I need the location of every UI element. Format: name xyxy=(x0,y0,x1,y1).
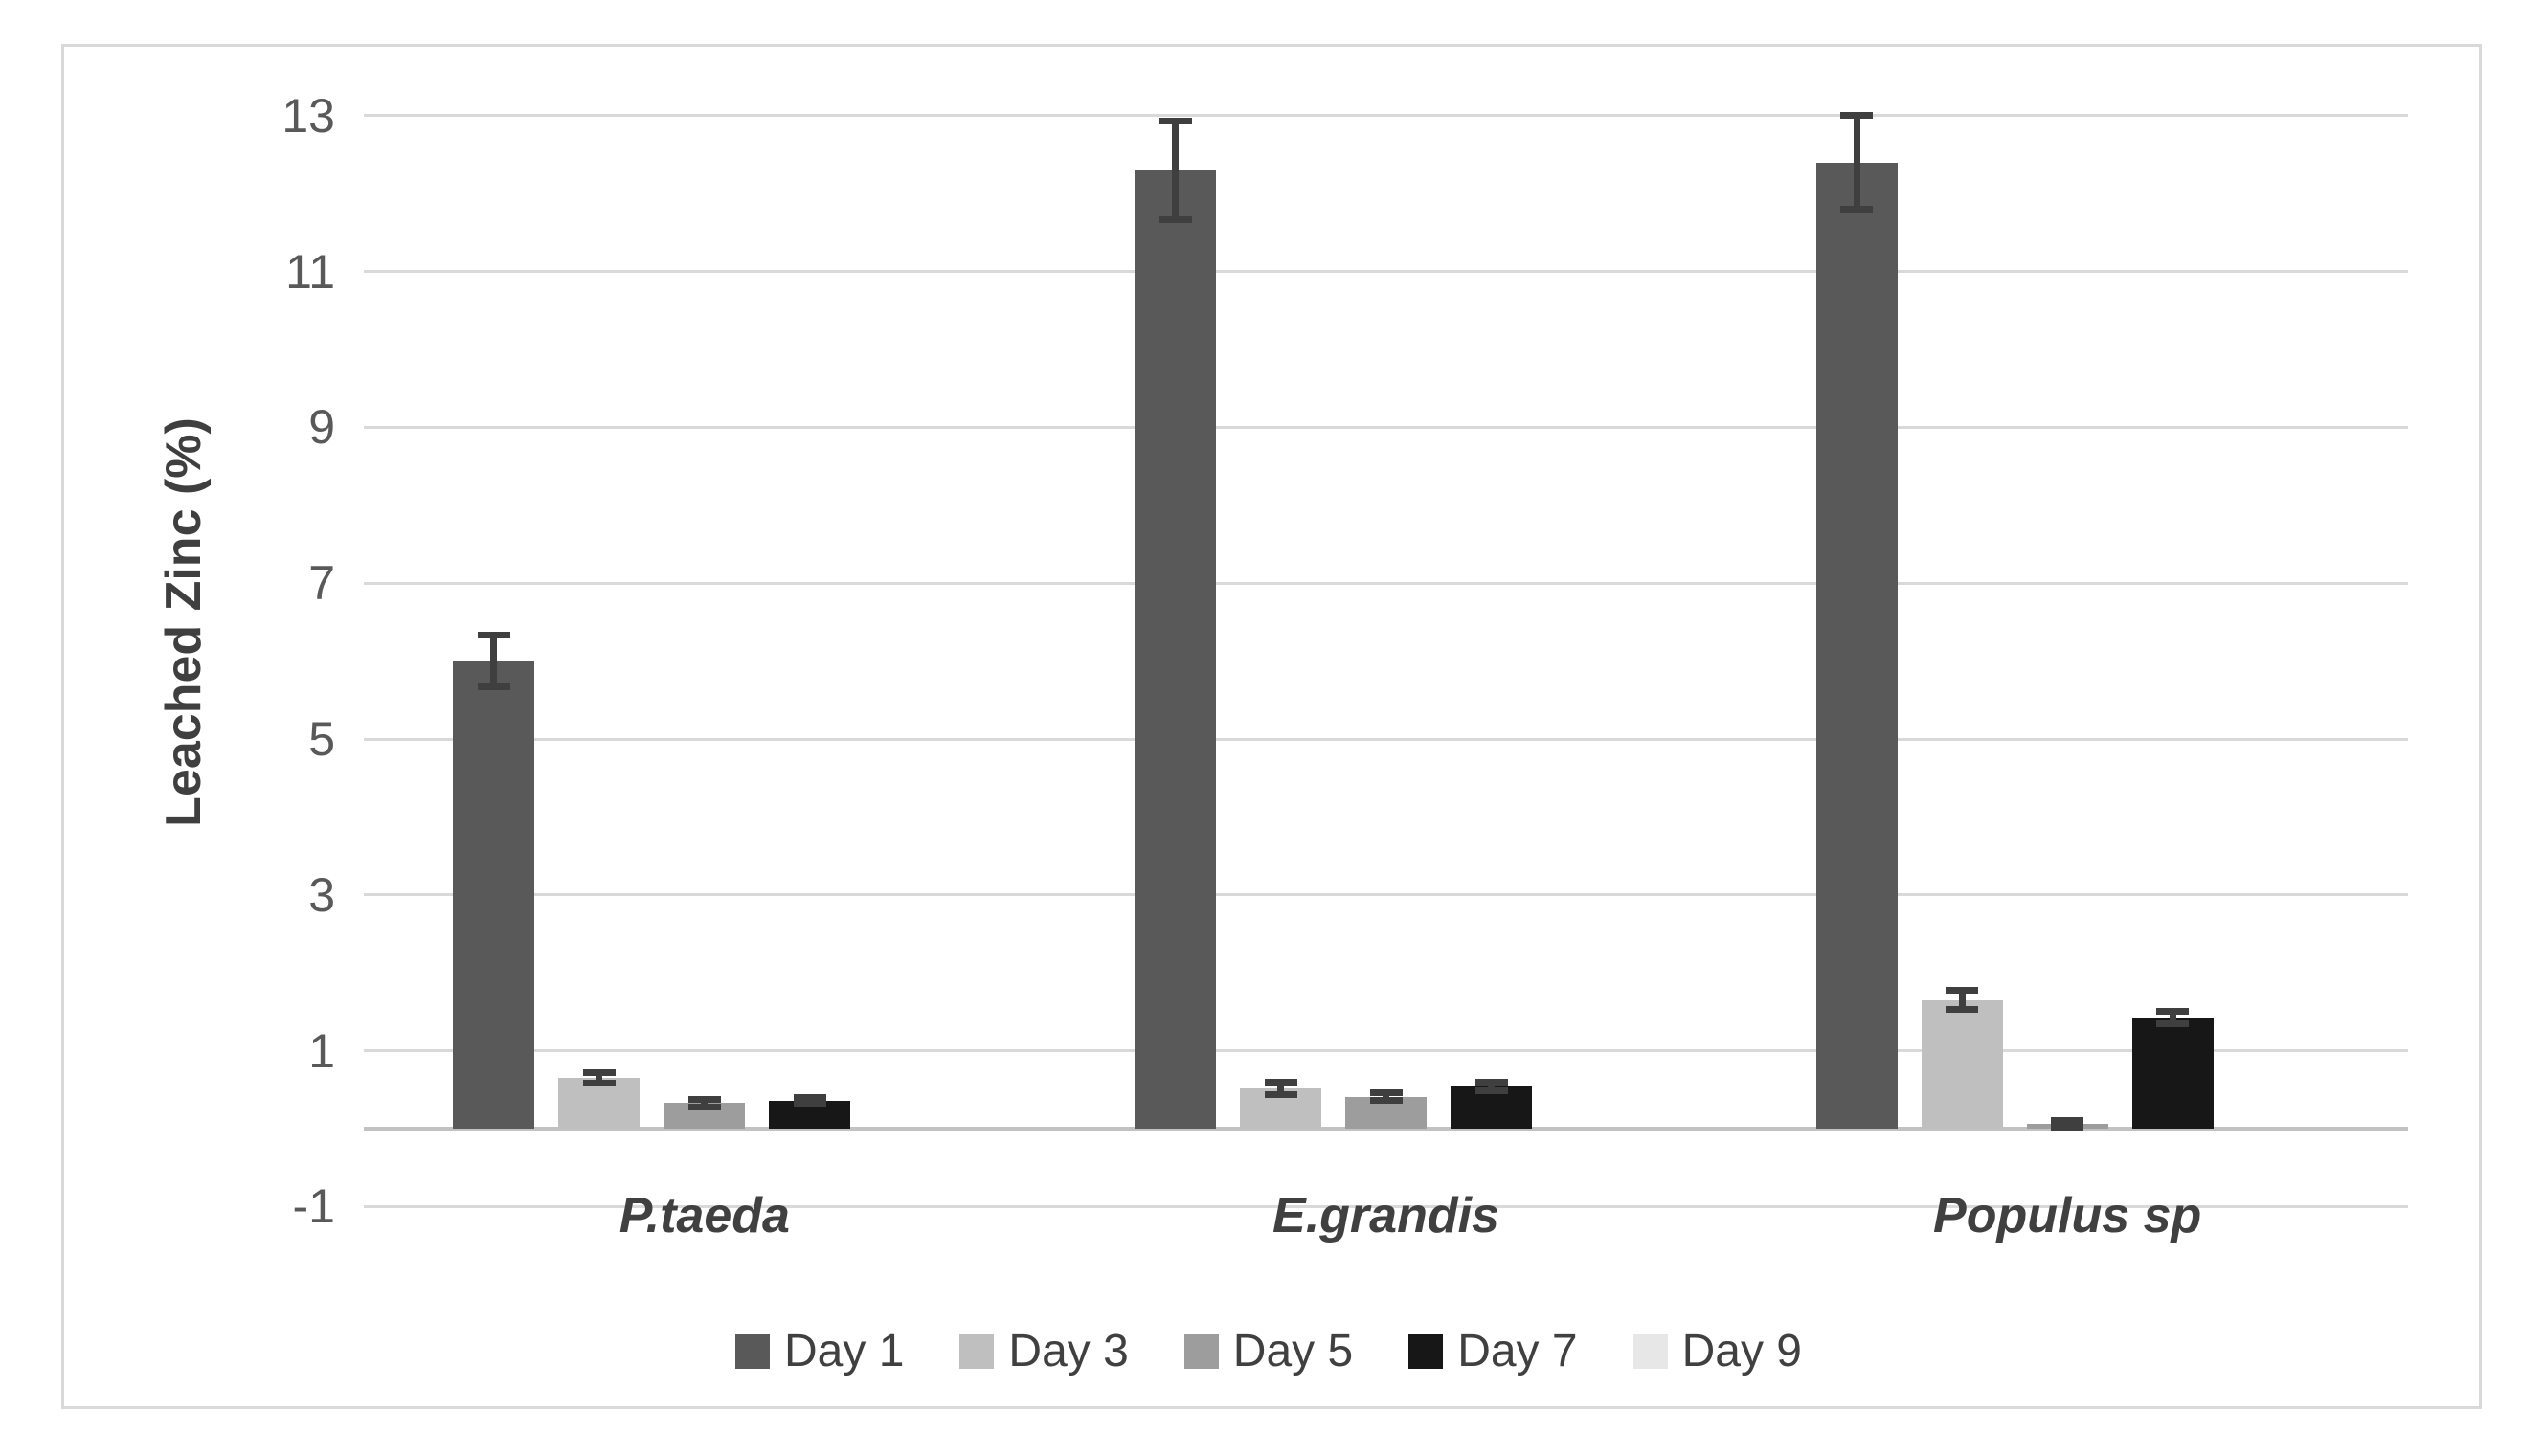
legend-swatch-day-7 xyxy=(1408,1334,1444,1369)
legend-swatch-day-3 xyxy=(959,1334,995,1369)
legend-label-day-3: Day 3 xyxy=(1008,1326,1129,1377)
legend-item-day-5: Day 5 xyxy=(1183,1326,1354,1377)
legend: Day 1 Day 3 Day 5 Day 7 Day 9 xyxy=(61,1327,2476,1377)
legend-item-day-9: Day 9 xyxy=(1632,1326,1802,1377)
legend-swatch-day-5 xyxy=(1183,1334,1219,1369)
legend-label-day-9: Day 9 xyxy=(1681,1326,1802,1377)
legend-label-day-7: Day 7 xyxy=(1457,1326,1578,1377)
legend-label-day-1: Day 1 xyxy=(784,1326,905,1377)
legend-swatch-day-1 xyxy=(735,1334,771,1369)
chart-frame xyxy=(61,44,2482,1409)
y-axis-title: Leached Zinc (%) xyxy=(156,417,212,827)
legend-item-day-3: Day 3 xyxy=(959,1326,1129,1377)
legend-label-day-5: Day 5 xyxy=(1232,1326,1354,1377)
legend-item-day-7: Day 7 xyxy=(1408,1326,1578,1377)
legend-item-day-1: Day 1 xyxy=(735,1327,904,1377)
legend-swatch-day-9 xyxy=(1632,1334,1668,1369)
